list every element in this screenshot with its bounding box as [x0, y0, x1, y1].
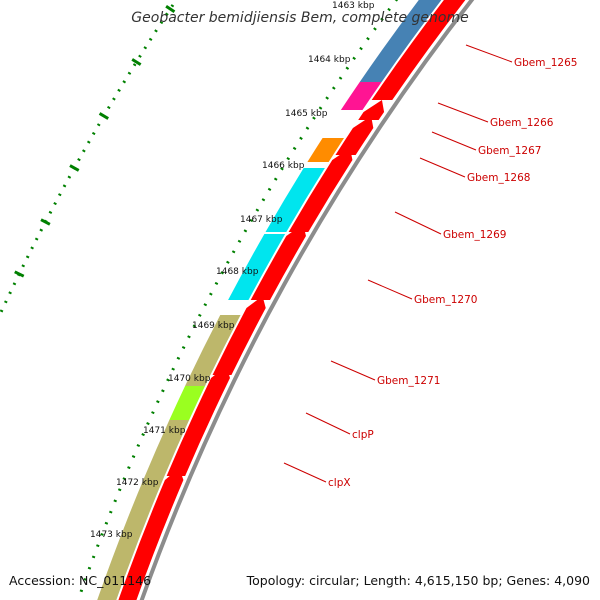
gene-label-clpp[interactable]: clpP — [352, 429, 374, 441]
gene-leader-line — [305, 412, 351, 435]
gene-leader-line — [419, 157, 466, 178]
kbp-label-1464: 1464 kbp — [308, 55, 351, 65]
kbp-label-1470: 1470 kbp — [168, 374, 211, 384]
gene-label-gbem-1268[interactable]: Gbem_1268 — [467, 172, 530, 184]
cds-arrow-2 — [358, 100, 385, 120]
cds-arrow-3 — [335, 116, 374, 155]
gene-label-gbem-1270[interactable]: Gbem_1270 — [414, 294, 477, 306]
gene-label-gbem-1271[interactable]: Gbem_1271 — [377, 375, 440, 387]
cds-arrow-5 — [250, 224, 306, 300]
kbp-label-1465: 1465 kbp — [285, 109, 328, 119]
gene-band-gbem-1266 — [340, 82, 382, 110]
kbp-tick — [131, 58, 142, 66]
gene-leader-line — [330, 360, 376, 381]
gene-band-gbem-1265 — [359, 0, 442, 82]
topology-summary: Topology: circular; Length: 4,615,150 bp… — [246, 573, 590, 588]
kbp-tick — [40, 218, 51, 226]
gene-leader-line — [465, 44, 513, 63]
gene-band-gbem-1271 — [185, 315, 241, 386]
gene-leader-line — [437, 102, 489, 123]
kbp-tick — [14, 270, 25, 278]
gene-leader-line — [394, 211, 442, 235]
kbp-label-1471: 1471 kbp — [143, 426, 186, 436]
kbp-tick — [98, 112, 109, 120]
accession-label: Accession: NC_011146 — [9, 573, 152, 588]
kbp-label-1472: 1472 kbp — [116, 478, 159, 488]
kbp-tick — [165, 5, 176, 13]
kbp-label-1467: 1467 kbp — [240, 215, 283, 225]
gene-label-gbem-1267[interactable]: Gbem_1267 — [478, 145, 541, 157]
gene-band-olive-tail — [97, 478, 164, 600]
gene-leader-line — [367, 279, 413, 300]
kbp-label-1469: 1469 kbp — [192, 321, 235, 331]
cds-arrow-4 — [288, 148, 353, 232]
cds-arrow-7 — [195, 366, 230, 410]
gene-band-clpx — [144, 420, 190, 478]
gene-label-gbem-1269[interactable]: Gbem_1269 — [443, 229, 506, 241]
kbp-tick — [69, 164, 80, 172]
gene-leader-line — [283, 462, 327, 483]
kbp-label-1463: 1463 kbp — [332, 1, 375, 11]
cds-arrow-1 — [371, 0, 466, 100]
gene-band-gbem-1268 — [307, 138, 345, 162]
kbp-label-1468: 1468 kbp — [216, 267, 259, 277]
genome-backbone — [139, 0, 475, 600]
cds-arrow-8 — [166, 398, 215, 476]
kbp-label-1473: 1473 kbp — [90, 530, 133, 540]
gene-label-clpx[interactable]: clpX — [328, 477, 351, 489]
cds-arrow-9 — [118, 468, 184, 600]
gene-label-gbem-1266[interactable]: Gbem_1266 — [490, 117, 554, 129]
kbp-label-1466: 1466 kbp — [262, 161, 305, 171]
gene-band-clpp — [169, 386, 206, 420]
gene-leader-line — [431, 131, 477, 151]
map-title: Geobacter bemidjiensis Bem, complete gen… — [131, 10, 469, 26]
cds-arrow-6 — [212, 296, 266, 375]
gene-band-gbem-1269 — [265, 168, 325, 232]
gene-label-gbem-1265[interactable]: Gbem_1265 — [514, 57, 577, 69]
gene-band-gbem-1270 — [228, 234, 286, 300]
